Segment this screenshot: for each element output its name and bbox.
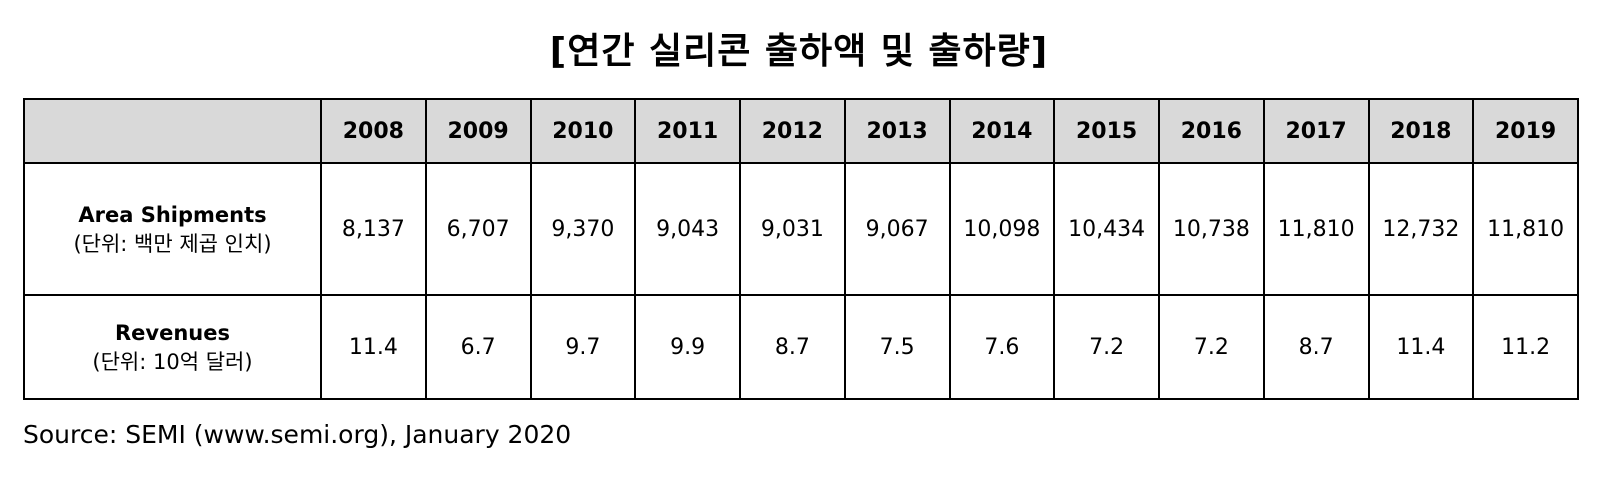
year-header: 2012 bbox=[739, 98, 846, 164]
year-header: 2011 bbox=[634, 98, 741, 164]
year-header: 2008 bbox=[320, 98, 427, 164]
table-title: [연간 실리콘 출하액 및 출하량] bbox=[549, 31, 1049, 72]
table-cell: 11.2 bbox=[1472, 294, 1579, 400]
year-header: 2018 bbox=[1367, 98, 1475, 164]
header-row: 2008 2009 2010 2011 2012 2013 2014 2015 … bbox=[23, 98, 1579, 164]
table-row-revenues: Revenues (단위: 10억 달러) 11.4 6.7 9.7 9.9 8… bbox=[23, 294, 1579, 400]
table-cell: 7.2 bbox=[1158, 294, 1265, 400]
table-cell: 9,031 bbox=[739, 162, 846, 296]
year-header: 2014 bbox=[948, 98, 1056, 164]
table-cell: 7.2 bbox=[1053, 294, 1160, 400]
table-cell: 9.7 bbox=[529, 294, 637, 400]
table-row-area-shipments: Area Shipments (단위: 백만 제곱 인치) 8,137 6,70… bbox=[23, 162, 1579, 296]
silicon-shipments-table: 2008 2009 2010 2011 2012 2013 2014 2015 … bbox=[23, 98, 1579, 400]
table-cell: 10,738 bbox=[1158, 162, 1265, 296]
table-cell: 10,434 bbox=[1053, 162, 1160, 296]
table-cell: 8.7 bbox=[1262, 294, 1370, 400]
row-label-cell: Area Shipments (단위: 백만 제곱 인치) bbox=[23, 162, 322, 296]
row-label: Area Shipments bbox=[78, 203, 267, 227]
row-label-cell: Revenues (단위: 10억 달러) bbox=[23, 294, 322, 400]
header-corner-cell bbox=[23, 98, 322, 164]
year-header: 2016 bbox=[1158, 98, 1265, 164]
table-cell: 7.6 bbox=[948, 294, 1056, 400]
table-cell: 8,137 bbox=[320, 162, 427, 296]
table-cell: 9,067 bbox=[843, 162, 951, 296]
table-cell: 11.4 bbox=[320, 294, 427, 400]
table-cell: 11,810 bbox=[1472, 162, 1579, 296]
row-unit-label: (단위: 10억 달러) bbox=[92, 350, 253, 374]
row-label: Revenues bbox=[115, 321, 230, 345]
year-header: 2010 bbox=[529, 98, 637, 164]
year-header: 2015 bbox=[1053, 98, 1160, 164]
table-cell: 7.5 bbox=[843, 294, 951, 400]
table-cell: 11.4 bbox=[1367, 294, 1475, 400]
table-cell: 6.7 bbox=[424, 294, 532, 400]
year-header: 2019 bbox=[1472, 98, 1579, 164]
year-header: 2009 bbox=[424, 98, 532, 164]
table-cell: 10,098 bbox=[948, 162, 1056, 296]
table-cell: 9,043 bbox=[634, 162, 741, 296]
row-unit-label: (단위: 백만 제곱 인치) bbox=[73, 232, 272, 256]
table-cell: 9,370 bbox=[529, 162, 637, 296]
table-cell: 12,732 bbox=[1367, 162, 1475, 296]
year-header: 2017 bbox=[1262, 98, 1370, 164]
year-header: 2013 bbox=[843, 98, 951, 164]
table-cell: 11,810 bbox=[1262, 162, 1370, 296]
table-cell: 8.7 bbox=[739, 294, 846, 400]
source-note: Source: SEMI (www.semi.org), January 202… bbox=[23, 420, 572, 449]
table-cell: 6,707 bbox=[424, 162, 532, 296]
table-cell: 9.9 bbox=[634, 294, 741, 400]
